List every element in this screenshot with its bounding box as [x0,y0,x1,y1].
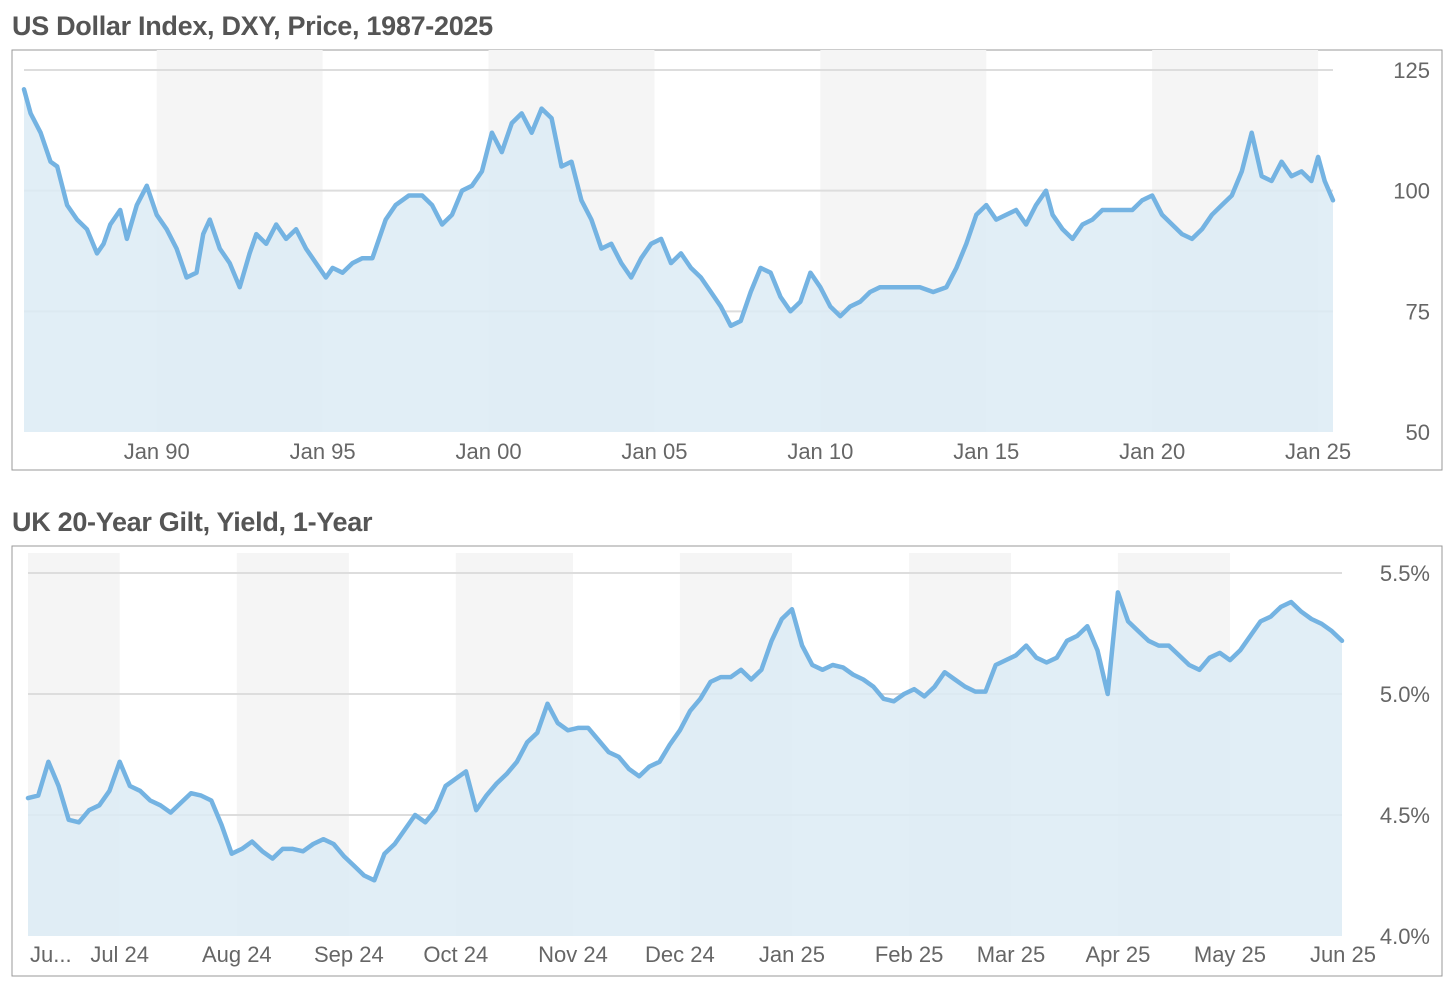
chart-title-gilt: UK 20-Year Gilt, Yield, 1-Year [12,507,373,537]
x-tick-label: Sep 24 [314,942,384,967]
x-tick-label: Jan 25 [759,942,825,967]
x-tick-label: Oct 24 [423,942,488,967]
y-tick-label: 50 [1406,420,1430,445]
x-tick-label: Jan 00 [456,439,522,464]
y-tick-label: 4.0% [1380,924,1430,949]
series-area [28,592,1342,936]
x-tick-label: Dec 24 [645,942,715,967]
dxy-chart: 50 75 100 125 Jan 90 Jan 95 Jan 00 Jan 05 Jan 10… [11,49,1443,471]
y-tick-label: 4.5% [1380,803,1430,828]
series-line [21,87,1336,329]
chart-title-dxy: US Dollar Index, DXY, Price, 1987-2025 [12,11,493,41]
x-tick-label: Jan 15 [953,439,1019,464]
x-tick-label: Jan 05 [621,439,687,464]
x-tick-label: Ju... [30,942,72,967]
x-tick-label: Jun 25 [1310,942,1376,967]
x-tick-label: Mar 25 [977,942,1045,967]
x-tick-label: Jan 90 [124,439,190,464]
x-tick-label: Jan 20 [1119,439,1185,464]
y-tick-label: 100 [1393,179,1430,204]
x-tick-label: Apr 25 [1085,942,1150,967]
x-tick-label: Feb 25 [875,942,944,967]
y-tick-label: 125 [1393,58,1430,83]
y-tick-label: 5.5% [1380,561,1430,586]
series-area [24,89,1333,433]
series-line [25,590,1345,883]
y-tick-label: 75 [1406,299,1430,324]
x-tick-label: May 25 [1194,942,1266,967]
x-tick-label: Jul 24 [90,942,149,967]
x-tick-label: Jan 25 [1285,439,1351,464]
x-tick-label: Aug 24 [202,942,272,967]
x-tick-label: Nov 24 [538,942,608,967]
y-tick-label: 5.0% [1380,682,1430,707]
x-tick-label: Jan 10 [787,439,853,464]
x-tick-label: Jan 95 [290,439,356,464]
